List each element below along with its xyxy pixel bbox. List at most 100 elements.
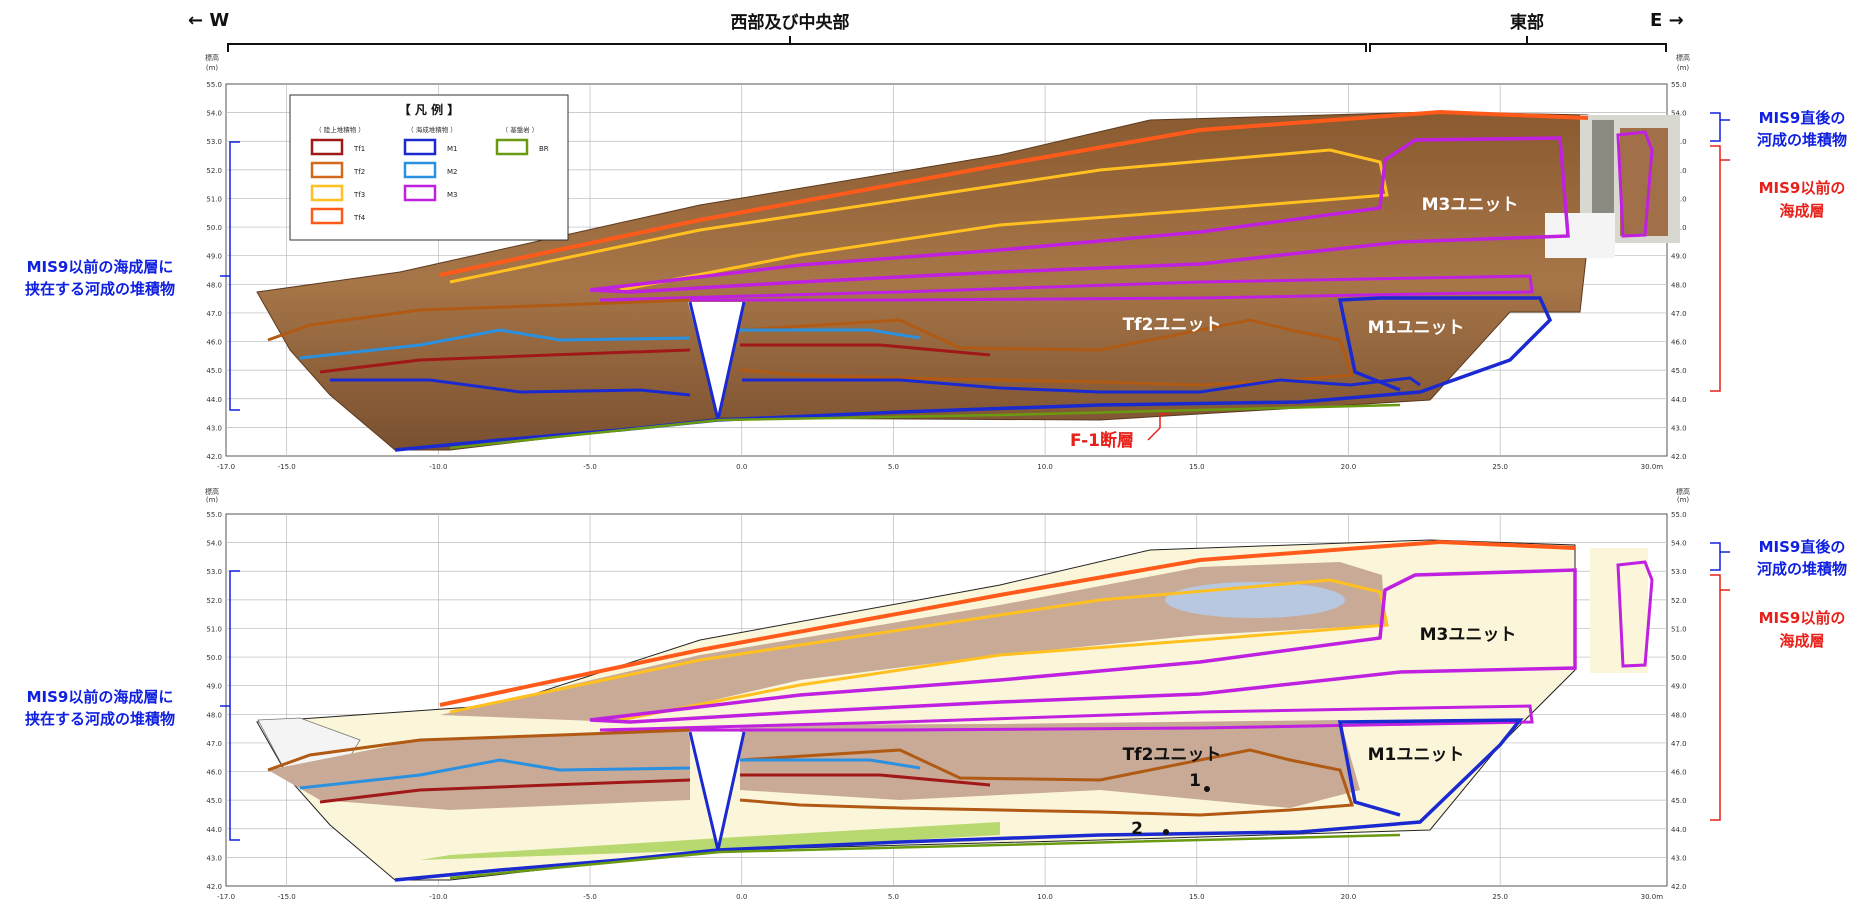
- y-tick-label-left: 54.0: [206, 540, 222, 548]
- fault-leader-line: [1147, 413, 1170, 441]
- y-tick-label-right: 43.0: [1671, 854, 1687, 862]
- bottom-panel: 標高 (m) 標高 (m) 55.0 55.0 54.0 54.0 53.0 53.0 52…: [25, 487, 1847, 901]
- top-tf4-line: [439, 109, 1589, 277]
- y-tick-label-right: 48.0: [1671, 711, 1687, 719]
- legend-title: 【 凡 例 】: [399, 102, 460, 117]
- right-bracket-top-b: [1710, 145, 1730, 392]
- right-note-bottom-b2: 海成層: [1779, 632, 1824, 650]
- elev-unit-right-bottom: (m): [1677, 496, 1690, 504]
- legend-item-label: M3: [447, 191, 458, 199]
- top-x-ticks: -17.0 -15.0 -10.0 -5.0 0.0 5.0 10.0 15.0 20.0 25.…: [217, 463, 1663, 471]
- x-tick-label: 10.0: [1037, 893, 1053, 900]
- y-tick-label-left: 53.0: [206, 138, 222, 146]
- elev-label-left: 標高: [205, 53, 219, 62]
- y-tick-label-left: 43.0: [206, 424, 222, 432]
- x-tick-label: -17.0: [217, 463, 235, 471]
- elev-label-right-bottom: 標高: [1676, 487, 1690, 496]
- x-tick-label: 25.0: [1492, 463, 1508, 471]
- x-tick-label: 20.0: [1341, 463, 1357, 471]
- legend-box: 【 凡 例 】 （ 陸上堆積物 ） （ 海成堆積物 ） （ 基盤岩 ） Tf1T…: [289, 94, 569, 241]
- point-1-marker: [1204, 786, 1210, 792]
- sketch-tf-lower-west-fill: [268, 730, 690, 810]
- top-unit-m1-label: M1ユニット: [1368, 318, 1465, 338]
- y-tick-label-right: 55.0: [1671, 81, 1687, 89]
- right-note-bottom-b1: MIS9以前の: [1759, 609, 1846, 627]
- top-tf2-line: [267, 298, 1355, 387]
- bottom-tf3-line: [449, 578, 1389, 722]
- y-tick-label-right: 49.0: [1671, 253, 1687, 261]
- elev-unit-left: (m): [206, 64, 219, 72]
- y-tick-label-left: 46.0: [206, 339, 222, 347]
- y-tick-label-right: 42.0: [1671, 453, 1687, 461]
- legend-frame: [289, 94, 569, 241]
- legend-items: Tf1 Tf2 Tf3 Tf4 M1 M2 M3 BR: [310, 138, 549, 225]
- right-note-top-b2: 海成層: [1779, 202, 1824, 220]
- west-central-label: 西部及び中央部: [731, 12, 850, 33]
- x-tick-label: -15.0: [278, 893, 296, 900]
- bottom-m3-east-line: [1616, 560, 1654, 668]
- y-tick-label-right: 42.0: [1671, 883, 1687, 891]
- x-tick-label: -10.0: [429, 893, 447, 900]
- y-tick-label-right: 54.0: [1671, 110, 1687, 118]
- x-tick-label: 20.0: [1341, 893, 1357, 900]
- y-tick-label-right: 53.0: [1671, 568, 1687, 576]
- left-bracket-bottom: [220, 570, 240, 841]
- legend-swatch: [403, 184, 437, 202]
- bottom-v-m1-line: [688, 731, 746, 851]
- legend-swatch: [310, 161, 344, 179]
- legend-group-marine: （ 海成堆積物 ）: [407, 125, 457, 134]
- y-tick-label-right: 50.0: [1671, 654, 1687, 662]
- y-tick-label-right: 45.0: [1671, 797, 1687, 805]
- east-direction-label: E →: [1650, 10, 1684, 31]
- y-tick-label-left: 49.0: [206, 683, 222, 691]
- x-tick-label: 30.0m: [1641, 463, 1664, 471]
- y-tick-label-right: 54.0: [1671, 540, 1687, 548]
- x-tick-label: 0.0: [736, 893, 747, 900]
- elev-label-right: 標高: [1676, 53, 1690, 62]
- photo-v-gap: [688, 302, 744, 420]
- left-note-top-line2: 挟在する河成の堆積物: [25, 280, 175, 298]
- y-tick-label-left: 44.0: [206, 826, 222, 834]
- y-tick-label-right: 52.0: [1671, 597, 1687, 605]
- x-tick-label: -5.0: [583, 893, 597, 900]
- point-2-label: 2: [1131, 819, 1143, 839]
- bottom-m3-thin-band: [599, 704, 1534, 732]
- legend-item-label: Tf2: [353, 168, 365, 176]
- y-tick-label-right: 46.0: [1671, 339, 1687, 347]
- y-tick-label-left: 42.0: [206, 883, 222, 891]
- bottom-unit-m3-label: M3ユニット: [1420, 625, 1517, 645]
- right-note-bottom-a1: MIS9直後の: [1759, 538, 1846, 556]
- top-m1-line-upper: [330, 376, 1421, 397]
- sketch-tf-upper-fill: [440, 562, 1385, 722]
- legend-item-label: M2: [447, 168, 458, 176]
- sketch-v-gap: [688, 732, 744, 852]
- sketch-tf-lower-east-fill: [740, 720, 1360, 808]
- y-tick-label-left: 49.0: [206, 253, 222, 261]
- legend-swatch: [310, 138, 344, 156]
- photo-east-block: [1620, 128, 1668, 236]
- y-tick-label-right: 51.0: [1671, 625, 1687, 633]
- bottom-frame: [225, 513, 1668, 887]
- y-tick-label-left: 45.0: [206, 797, 222, 805]
- y-tick-label-right: 47.0: [1671, 740, 1687, 748]
- right-note-top-b1: MIS9以前の: [1759, 179, 1846, 197]
- west-central-bracket: [227, 36, 1367, 52]
- bottom-tf2-line: [267, 728, 1355, 817]
- bottom-m1-line: [394, 718, 1524, 882]
- y-tick-label-right: 44.0: [1671, 826, 1687, 834]
- right-bracket-bottom-b: [1710, 574, 1730, 821]
- x-tick-label: 25.0: [1492, 893, 1508, 900]
- y-tick-label-left: 51.0: [206, 195, 222, 203]
- top-m3-east-line: [1616, 130, 1654, 238]
- legend-swatch: [495, 138, 529, 156]
- legend-item-label: Tf1: [353, 145, 365, 153]
- elev-unit-right: (m): [1677, 64, 1690, 72]
- x-tick-label: -15.0: [278, 463, 296, 471]
- x-tick-label: 0.0: [736, 463, 747, 471]
- left-note-top-line1: MIS9以前の海成層に: [27, 258, 174, 276]
- y-tick-label-left: 48.0: [206, 711, 222, 719]
- legend-item-label: M1: [447, 145, 458, 153]
- y-tick-label-right: 46.0: [1671, 769, 1687, 777]
- y-tick-label-right: 49.0: [1671, 683, 1687, 691]
